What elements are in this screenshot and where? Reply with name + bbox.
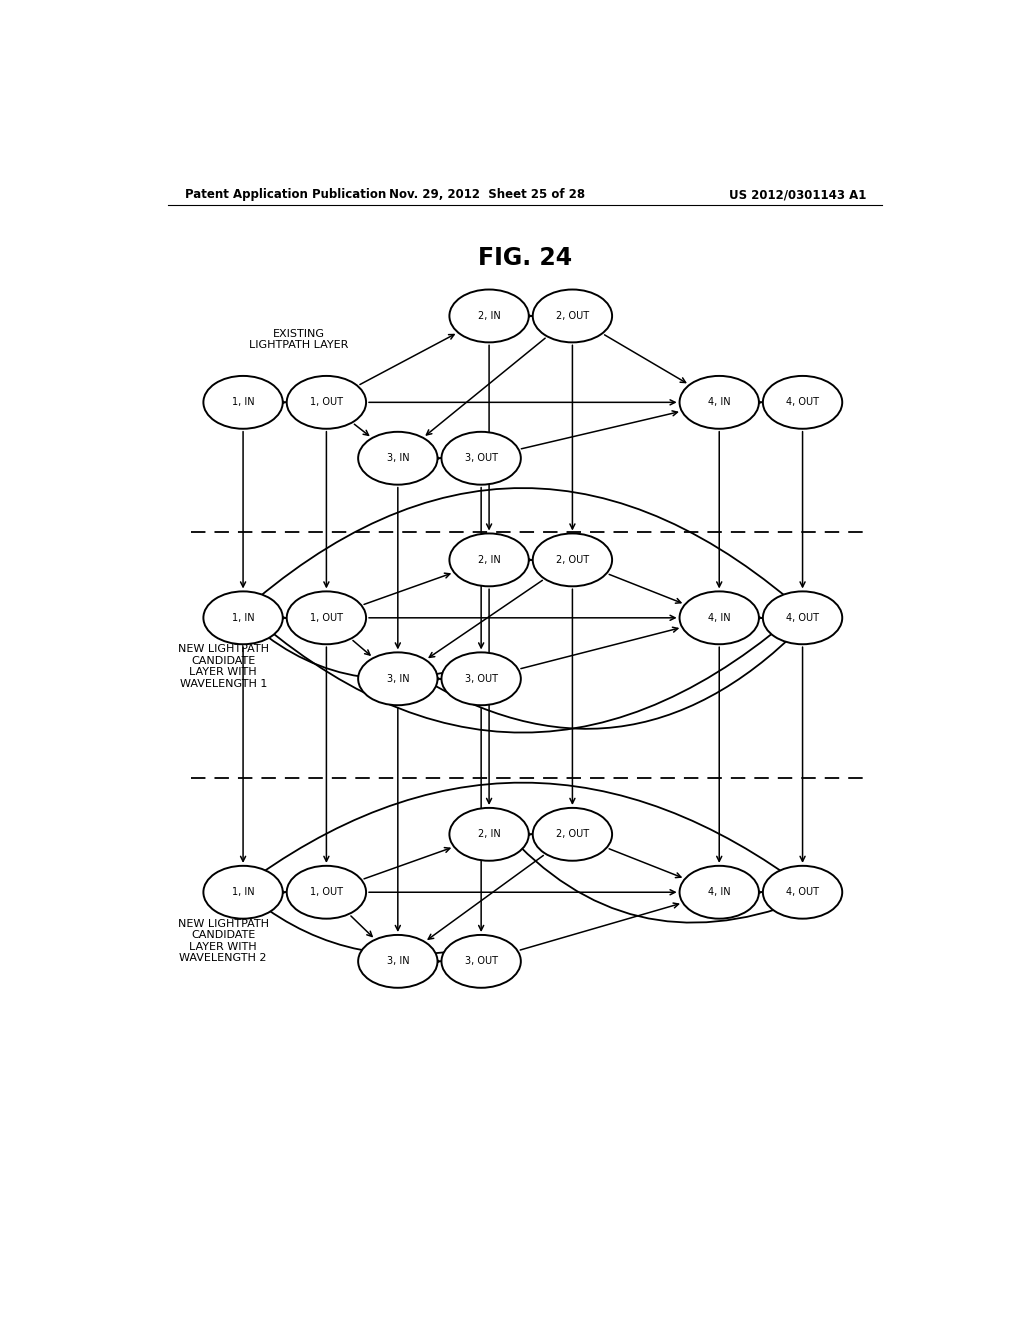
Ellipse shape xyxy=(204,591,283,644)
Text: 3, IN: 3, IN xyxy=(386,453,410,463)
Ellipse shape xyxy=(450,289,528,342)
Ellipse shape xyxy=(441,935,521,987)
Ellipse shape xyxy=(763,591,842,644)
Text: 4, IN: 4, IN xyxy=(708,612,730,623)
Text: Nov. 29, 2012  Sheet 25 of 28: Nov. 29, 2012 Sheet 25 of 28 xyxy=(389,189,586,202)
Text: 3, OUT: 3, OUT xyxy=(465,957,498,966)
Text: 2, OUT: 2, OUT xyxy=(556,554,589,565)
Ellipse shape xyxy=(204,866,283,919)
Text: 2, OUT: 2, OUT xyxy=(556,829,589,840)
Ellipse shape xyxy=(441,652,521,705)
Ellipse shape xyxy=(680,376,759,429)
Text: 1, OUT: 1, OUT xyxy=(310,887,343,898)
Text: FIG. 24: FIG. 24 xyxy=(478,246,571,271)
Ellipse shape xyxy=(441,432,521,484)
Ellipse shape xyxy=(358,652,437,705)
Text: 3, OUT: 3, OUT xyxy=(465,453,498,463)
Text: NEW LIGHTPATH
CANDIDATE
LAYER WITH
WAVELENGTH 1: NEW LIGHTPATH CANDIDATE LAYER WITH WAVEL… xyxy=(178,644,268,689)
Text: 2, OUT: 2, OUT xyxy=(556,312,589,321)
Ellipse shape xyxy=(287,591,367,644)
Ellipse shape xyxy=(450,808,528,861)
Text: 1, OUT: 1, OUT xyxy=(310,397,343,408)
Ellipse shape xyxy=(763,866,842,919)
Text: 4, OUT: 4, OUT xyxy=(786,887,819,898)
Ellipse shape xyxy=(680,591,759,644)
Ellipse shape xyxy=(358,935,437,987)
Text: 1, IN: 1, IN xyxy=(231,612,254,623)
Ellipse shape xyxy=(763,376,842,429)
Text: 2, IN: 2, IN xyxy=(478,312,501,321)
Text: 1, IN: 1, IN xyxy=(231,397,254,408)
Text: 4, OUT: 4, OUT xyxy=(786,612,819,623)
Ellipse shape xyxy=(287,866,367,919)
Text: 2, IN: 2, IN xyxy=(478,554,501,565)
Ellipse shape xyxy=(287,376,367,429)
Ellipse shape xyxy=(358,432,437,484)
Ellipse shape xyxy=(204,376,283,429)
Text: 1, OUT: 1, OUT xyxy=(310,612,343,623)
Text: NEW LIGHTPATH
CANDIDATE
LAYER WITH
WAVELENGTH 2: NEW LIGHTPATH CANDIDATE LAYER WITH WAVEL… xyxy=(178,919,268,964)
Ellipse shape xyxy=(450,533,528,586)
Text: 3, IN: 3, IN xyxy=(386,673,410,684)
Text: Patent Application Publication: Patent Application Publication xyxy=(185,189,386,202)
Text: 1, IN: 1, IN xyxy=(231,887,254,898)
Ellipse shape xyxy=(532,808,612,861)
Text: 3, IN: 3, IN xyxy=(386,957,410,966)
Text: 3, OUT: 3, OUT xyxy=(465,673,498,684)
Text: 2, IN: 2, IN xyxy=(478,829,501,840)
Text: 4, IN: 4, IN xyxy=(708,397,730,408)
Text: EXISTING
LIGHTPATH LAYER: EXISTING LIGHTPATH LAYER xyxy=(249,329,348,350)
Ellipse shape xyxy=(532,289,612,342)
Ellipse shape xyxy=(532,533,612,586)
Ellipse shape xyxy=(680,866,759,919)
Text: 4, IN: 4, IN xyxy=(708,887,730,898)
Text: US 2012/0301143 A1: US 2012/0301143 A1 xyxy=(729,189,866,202)
Text: 4, OUT: 4, OUT xyxy=(786,397,819,408)
